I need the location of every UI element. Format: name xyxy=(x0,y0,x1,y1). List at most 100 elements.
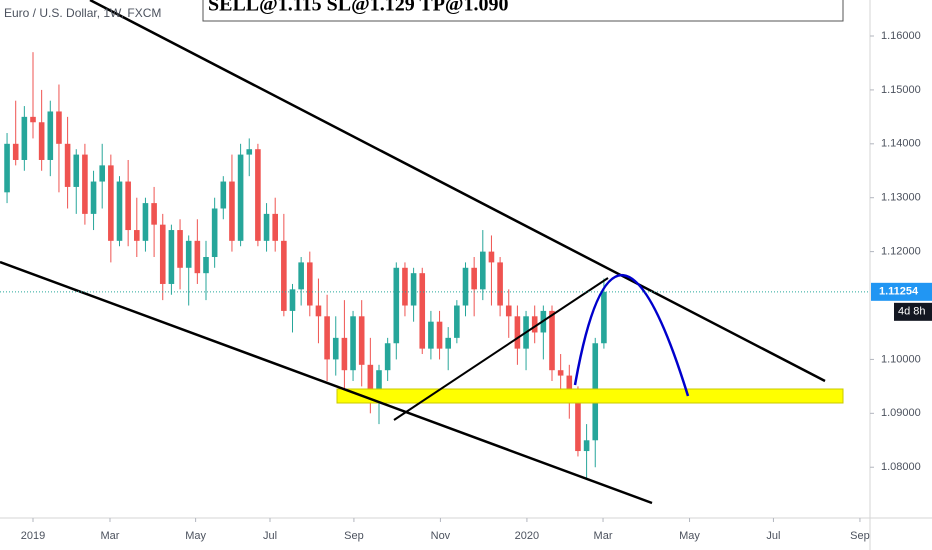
annotation-box xyxy=(202,0,844,22)
candle-body xyxy=(471,267,477,290)
y-tick-label: 1.10000 xyxy=(881,353,921,365)
x-tick-label: 2020 xyxy=(515,530,539,542)
candle-body xyxy=(341,337,348,371)
candle-body xyxy=(281,240,287,311)
candle-body xyxy=(185,240,192,268)
candle-body xyxy=(159,224,166,284)
candle-body xyxy=(445,337,451,349)
x-tick-label: May xyxy=(185,530,206,542)
last-price-box xyxy=(871,282,932,301)
candle-body xyxy=(220,181,227,209)
last-price-label: 1.11254 xyxy=(879,286,919,298)
candle-body xyxy=(168,230,175,284)
candle-body xyxy=(21,116,28,160)
candle-body xyxy=(90,181,97,214)
candle-body xyxy=(583,440,590,452)
candle-body xyxy=(462,267,469,306)
candle-body xyxy=(566,375,573,392)
countdown-label: 4d 8h xyxy=(898,306,926,318)
x-tick-label: Mar xyxy=(594,530,613,542)
candle-body xyxy=(557,370,564,376)
candle-body xyxy=(194,240,201,274)
candle-body xyxy=(324,316,330,360)
candle-body xyxy=(315,305,322,317)
candle-body xyxy=(203,257,209,274)
candle-body xyxy=(358,316,365,365)
projection-arc xyxy=(573,274,690,397)
candle-body xyxy=(575,391,581,452)
chart-title: Euro / U.S. Dollar, 1W, FXCM xyxy=(4,6,161,20)
lower-trendline xyxy=(0,260,653,505)
candle-body xyxy=(38,122,45,160)
candle-body xyxy=(73,154,80,187)
upper-trendline xyxy=(89,0,826,383)
y-tick-label: 1.16000 xyxy=(881,30,921,42)
candle-body xyxy=(125,181,131,231)
candle-body xyxy=(56,111,62,144)
candle-body xyxy=(393,267,400,344)
candle-body xyxy=(272,213,278,241)
candle-body xyxy=(4,143,10,193)
candle-body xyxy=(488,251,495,263)
candle-body xyxy=(177,230,183,268)
x-tick-label: 2019 xyxy=(21,530,45,542)
y-tick-label: 1.08000 xyxy=(881,461,921,473)
candle-body xyxy=(531,316,538,333)
candle-body xyxy=(255,149,261,241)
candle-body xyxy=(298,262,304,290)
y-tick-label: 1.12000 xyxy=(881,246,921,258)
x-tick-label: Nov xyxy=(431,530,451,542)
candle-body xyxy=(428,321,434,349)
candle-body xyxy=(246,149,253,155)
candle-body xyxy=(306,262,313,306)
candle-body xyxy=(237,154,244,241)
candle-body xyxy=(47,111,54,160)
annotation: SELL@1.115 SL@1.129 TP@1.090 xyxy=(208,0,509,16)
candle-body xyxy=(64,143,71,187)
x-tick-label: Jul xyxy=(263,530,277,542)
candle-body xyxy=(289,289,296,311)
candle-body xyxy=(410,273,417,306)
candle-body xyxy=(367,364,374,392)
candle-body xyxy=(436,321,443,349)
x-tick-label: May xyxy=(679,530,700,542)
candle-body xyxy=(384,343,391,371)
candle-body xyxy=(30,116,36,123)
candle-body xyxy=(142,203,149,241)
candle-body xyxy=(151,203,157,225)
candle-body xyxy=(479,251,486,290)
candle-body xyxy=(514,316,521,349)
rising-trendline xyxy=(393,277,609,421)
candle-body xyxy=(454,305,460,338)
y-tick-label: 1.09000 xyxy=(881,407,921,419)
candle-body xyxy=(419,273,426,349)
y-tick-label: 1.13000 xyxy=(881,192,921,204)
candle-body xyxy=(332,337,339,360)
candle-body xyxy=(402,267,408,306)
support-zone xyxy=(336,388,844,404)
x-tick-label: Jul xyxy=(766,530,780,542)
candle-body xyxy=(133,230,140,241)
candle-body xyxy=(505,305,512,317)
candle-body xyxy=(108,165,114,241)
candle-body xyxy=(376,370,382,392)
candle-body xyxy=(263,213,270,241)
countdown-box xyxy=(894,302,932,321)
candle-body xyxy=(82,154,88,214)
candle-body xyxy=(601,291,607,344)
candle-body xyxy=(116,181,123,241)
candle-body xyxy=(211,208,218,258)
candle-body xyxy=(350,316,356,371)
candle-body xyxy=(12,143,19,160)
x-tick-label: Sep xyxy=(850,530,870,542)
y-tick-label: 1.14000 xyxy=(881,138,921,150)
candle-body xyxy=(99,165,105,182)
candle-body xyxy=(229,181,235,241)
candle-body xyxy=(497,262,503,306)
y-tick-label: 1.15000 xyxy=(881,84,921,96)
candle-body xyxy=(549,310,555,371)
x-tick-label: Mar xyxy=(101,530,120,542)
x-tick-label: Sep xyxy=(344,530,364,542)
